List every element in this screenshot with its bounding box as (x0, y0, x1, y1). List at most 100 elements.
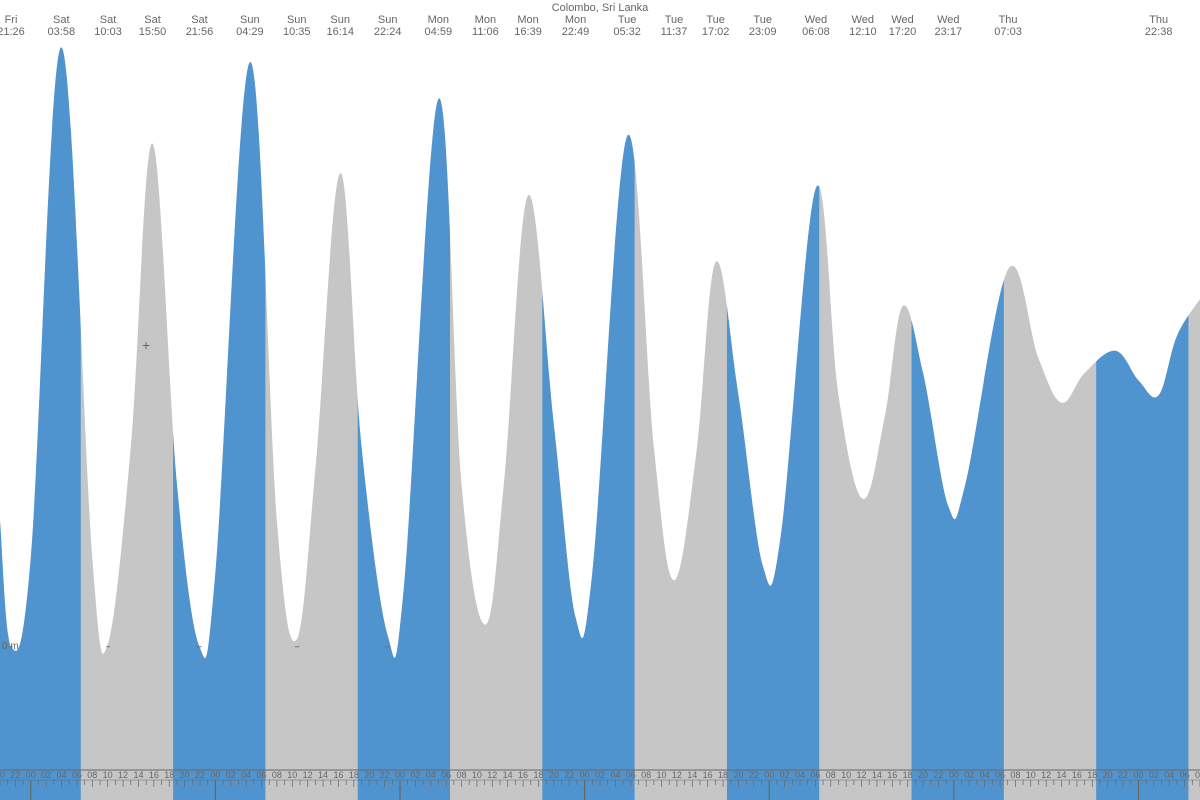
hour-tick-label: 20 (180, 770, 190, 780)
hour-tick-label: 06 (1180, 770, 1190, 780)
extreme-label: Thu07:03 (994, 14, 1022, 38)
hour-tick-label: 22 (749, 770, 759, 780)
extreme-label: Sun16:14 (326, 14, 354, 38)
hour-tick-label: 02 (410, 770, 420, 780)
extreme-label: Sat15:50 (139, 14, 167, 38)
hour-tick-label: 00 (949, 770, 959, 780)
hour-tick-label: 08 (641, 770, 651, 780)
hour-tick-label: 20 (733, 770, 743, 780)
extreme-label: Wed17:20 (889, 14, 917, 38)
hour-tick-label: 04 (57, 770, 67, 780)
hour-tick-label: 10 (841, 770, 851, 780)
hour-tick-label: 06 (441, 770, 451, 780)
extreme-label: Wed12:10 (849, 14, 877, 38)
zero-meter-label: 0 m (2, 641, 19, 652)
hour-tick-label: 00 (395, 770, 405, 780)
extreme-label: Tue11:37 (661, 14, 688, 38)
hour-tick-label: 08 (87, 770, 97, 780)
hour-tick-label: 20 (0, 770, 5, 780)
hour-tick-label: 16 (333, 770, 343, 780)
hour-tick-label: 14 (687, 770, 697, 780)
hour-tick-label: 22 (10, 770, 20, 780)
hour-tick-label: 10 (103, 770, 113, 780)
hour-tick-label: 02 (780, 770, 790, 780)
hour-tick-label: 22 (1118, 770, 1128, 780)
hour-tick-label: 12 (487, 770, 497, 780)
hour-tick-label: 18 (349, 770, 359, 780)
hour-tick-label: 16 (149, 770, 159, 780)
hour-tick-label: 02 (595, 770, 605, 780)
hour-tick-label: 16 (518, 770, 528, 780)
hour-tick-label: 18 (903, 770, 913, 780)
extreme-label: Sun10:35 (283, 14, 311, 38)
extreme-label: Mon11:06 (472, 14, 499, 38)
hour-tick-label: 08 (1010, 770, 1020, 780)
hour-tick-label: 16 (1072, 770, 1082, 780)
hour-tick-label: 14 (133, 770, 143, 780)
hour-tick-label: 14 (503, 770, 513, 780)
hour-tick-label: 18 (1087, 770, 1097, 780)
hour-tick-label: 08 (457, 770, 467, 780)
hour-tick-label: 06 (810, 770, 820, 780)
extreme-label: Sun04:29 (236, 14, 264, 38)
chart-title: Colombo, Sri Lanka (0, 2, 1200, 14)
hour-tick-label: 12 (857, 770, 867, 780)
hour-tick-label: 08 (272, 770, 282, 780)
hour-tick-label: 14 (872, 770, 882, 780)
extreme-label: Thu22:38 (1145, 14, 1173, 38)
extreme-label: Wed06:08 (802, 14, 830, 38)
hour-tick-label: 18 (164, 770, 174, 780)
tide-chart (0, 0, 1200, 800)
hour-tick-label: 02 (41, 770, 51, 780)
hour-tick-label: 00 (1133, 770, 1143, 780)
extreme-label: Sat10:03 (94, 14, 122, 38)
extreme-label: Mon16:39 (514, 14, 542, 38)
hour-tick-label: 12 (1041, 770, 1051, 780)
hour-tick-label: 22 (933, 770, 943, 780)
hour-tick-label: 06 (257, 770, 267, 780)
hour-tick-label: 10 (657, 770, 667, 780)
hour-tick-label: 08 (1195, 770, 1200, 780)
extreme-label: Wed23:17 (935, 14, 963, 38)
hour-tick-label: 12 (672, 770, 682, 780)
hour-tick-label: 04 (795, 770, 805, 780)
hour-tick-label: 12 (303, 770, 313, 780)
extreme-time-labels: Fri21:26Sat03:58Sat10:03Sat15:50Sat21:56… (0, 14, 1200, 44)
hour-tick-label: 12 (118, 770, 128, 780)
hour-tick-label: 22 (380, 770, 390, 780)
hour-tick-label: 04 (426, 770, 436, 780)
hour-tick-label: 00 (764, 770, 774, 780)
hour-tick-label: 06 (626, 770, 636, 780)
hour-tick-label: 06 (995, 770, 1005, 780)
hour-tick-label: 14 (1057, 770, 1067, 780)
hour-tick-label: 04 (1164, 770, 1174, 780)
hour-tick-label: 22 (564, 770, 574, 780)
hour-tick-label: 04 (610, 770, 620, 780)
hour-tick-label: 18 (718, 770, 728, 780)
hour-tick-label: 04 (241, 770, 251, 780)
hour-tick-label: 04 (980, 770, 990, 780)
extreme-label: Tue17:02 (702, 14, 730, 38)
hour-tick-label: 10 (287, 770, 297, 780)
extreme-label: Mon04:59 (425, 14, 453, 38)
extreme-label: Tue05:32 (613, 14, 641, 38)
hour-tick-label: 10 (472, 770, 482, 780)
hour-tick-label: 02 (964, 770, 974, 780)
extreme-label: Tue23:09 (749, 14, 777, 38)
hour-tick-label: 02 (1149, 770, 1159, 780)
hour-tick-label: 20 (1103, 770, 1113, 780)
hour-tick-label: 20 (364, 770, 374, 780)
hour-tick-label: 16 (703, 770, 713, 780)
hour-axis-labels: 20 22 00 02 04 06 08 10 12 14 16 18 20 22 00 02 04 06 08 10… (0, 770, 1200, 782)
hour-tick-label: 20 (549, 770, 559, 780)
hour-tick-label: 10 (1026, 770, 1036, 780)
hour-tick-label: 18 (533, 770, 543, 780)
hour-tick-label: 14 (318, 770, 328, 780)
hour-tick-label: 08 (826, 770, 836, 780)
extreme-label: Fri21:26 (0, 14, 25, 38)
hour-tick-label: 00 (580, 770, 590, 780)
extreme-label: Mon22:49 (562, 14, 590, 38)
hour-tick-label: 06 (72, 770, 82, 780)
extreme-label: Sat21:56 (186, 14, 214, 38)
extreme-label: Sun22:24 (374, 14, 402, 38)
